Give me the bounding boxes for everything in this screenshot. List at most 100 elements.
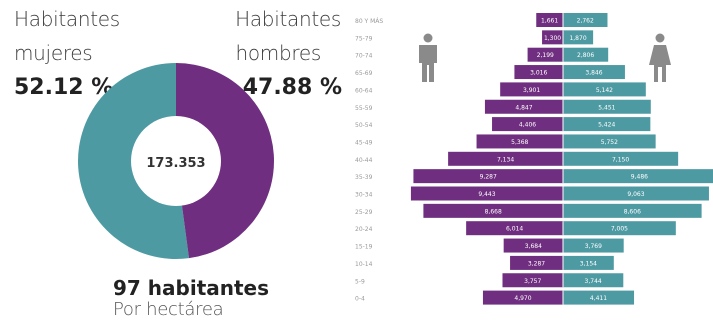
pyramid-bars — [410, 13, 713, 305]
male-value-label: 3,684 — [525, 243, 542, 250]
female-bar — [563, 65, 625, 80]
male-person-icon — [419, 33, 437, 82]
female-value-label: 2,806 — [577, 52, 594, 59]
male-label-line2: hombres — [235, 41, 322, 65]
age-group-label: 20-24 — [355, 226, 373, 233]
male-bar — [466, 221, 563, 236]
age-group-label: 55-59 — [355, 105, 373, 112]
donut-hole — [131, 116, 221, 206]
male-bar — [542, 30, 563, 45]
total-population-label: 173.353 — [146, 156, 205, 171]
male-value-label: 3,901 — [523, 87, 540, 94]
male-value-label: 9,287 — [480, 174, 497, 181]
female-value-label: 3,846 — [585, 70, 602, 77]
male-bar — [492, 117, 563, 132]
population-donut-chart: 173.353 — [78, 63, 275, 259]
female-bar — [563, 273, 624, 288]
female-value-label: 7,005 — [611, 226, 628, 233]
female-value-label: 4,411 — [590, 295, 607, 302]
female-value-label: 3,744 — [585, 278, 602, 285]
female-bar — [563, 47, 609, 62]
female-bar — [563, 117, 651, 132]
female-value-label: 3,769 — [585, 243, 602, 250]
male-value-label: 4,970 — [514, 295, 531, 302]
male-slice — [176, 63, 275, 259]
female-value-label: 5,451 — [598, 104, 615, 111]
age-group-label: 60-64 — [355, 87, 373, 94]
female-bar — [563, 290, 635, 305]
male-value-label: 3,757 — [524, 278, 541, 285]
female-value-label: 5,142 — [596, 87, 613, 94]
male-value-label: 7,134 — [497, 156, 514, 163]
male-bar — [482, 290, 563, 305]
age-group-label: 15-19 — [355, 244, 373, 251]
male-value-label: 2,199 — [537, 52, 554, 59]
male-value-label: 3,287 — [528, 260, 545, 267]
age-labels: 80 Y MÁS 75-79 70-74 65-69 60-64 55-59 50-54 45… — [355, 18, 383, 303]
age-group-label: 5-9 — [355, 278, 365, 285]
age-group-label: 30-34 — [355, 192, 373, 199]
density-unit: Por hectárea — [113, 299, 224, 320]
male-bar — [448, 151, 563, 166]
female-label-line1: Habitantes — [14, 7, 120, 31]
male-bar — [410, 186, 563, 201]
female-bar — [563, 203, 702, 218]
female-value-label: 2,762 — [577, 18, 594, 25]
female-person-icon — [649, 33, 671, 82]
male-value-label: 1,300 — [544, 35, 561, 42]
male-bar — [423, 203, 563, 218]
age-group-label: 35-39 — [355, 174, 373, 181]
male-value-label: 4,406 — [519, 122, 536, 129]
male-bar — [514, 65, 563, 80]
female-value-label: 5,424 — [598, 122, 615, 129]
male-value-label: 3,016 — [530, 70, 547, 77]
male-bar — [510, 255, 563, 270]
male-label-line1: Habitantes — [235, 7, 341, 31]
male-percent: 47.88 % — [242, 75, 342, 100]
age-group-label: 70-74 — [355, 53, 373, 60]
bar-labels: 1,661 2,762 1,300 1,870 2,199 2,806 3,016 3,846… — [478, 18, 648, 303]
female-value-label: 9,486 — [631, 174, 648, 181]
male-value-label: 4,847 — [515, 104, 532, 111]
male-bar — [502, 273, 563, 288]
female-value-label: 9,063 — [627, 191, 644, 198]
male-bar — [413, 169, 563, 184]
age-group-label: 40-44 — [355, 157, 373, 164]
age-group-label: 45-49 — [355, 139, 373, 146]
female-bar — [563, 238, 624, 253]
male-bar — [484, 99, 563, 114]
female-value-label: 3,154 — [580, 260, 597, 267]
female-value-label: 1,870 — [569, 35, 586, 42]
female-bar — [563, 169, 713, 184]
male-bar — [500, 82, 563, 97]
female-bar — [563, 30, 594, 45]
female-bar — [563, 186, 709, 201]
female-bar — [563, 134, 656, 149]
age-group-label: 65-69 — [355, 70, 373, 77]
age-group-label: 75-79 — [355, 35, 373, 42]
age-group-label: 50-54 — [355, 122, 373, 129]
female-bar — [563, 99, 651, 114]
female-bar — [563, 151, 679, 166]
age-group-label: 10-14 — [355, 261, 373, 268]
female-value-label: 8,606 — [624, 208, 641, 215]
female-percent: 52.12 % — [14, 75, 114, 100]
male-value-label: 9,443 — [478, 191, 495, 198]
female-bar — [563, 255, 614, 270]
male-value-label: 1,661 — [541, 18, 558, 25]
age-group-label: 25-29 — [355, 209, 373, 216]
female-bar — [563, 82, 646, 97]
female-value-label: 5,752 — [601, 139, 618, 146]
male-bar — [503, 238, 563, 253]
male-bar — [476, 134, 563, 149]
male-bar — [536, 13, 563, 27]
male-value-label: 6,014 — [506, 226, 523, 233]
age-group-label: 80 Y MÁS — [355, 18, 383, 25]
female-bar — [563, 221, 676, 236]
female-bar — [563, 13, 608, 27]
female-label-line2: mujeres — [14, 41, 93, 65]
female-value-label: 7,150 — [612, 156, 629, 163]
population-pyramid-chart: 80 Y MÁS 75-79 70-74 65-69 60-64 55-59 50-54 45… — [355, 13, 713, 305]
male-value-label: 5,368 — [511, 139, 528, 146]
density-value: 97 habitantes — [113, 276, 270, 300]
